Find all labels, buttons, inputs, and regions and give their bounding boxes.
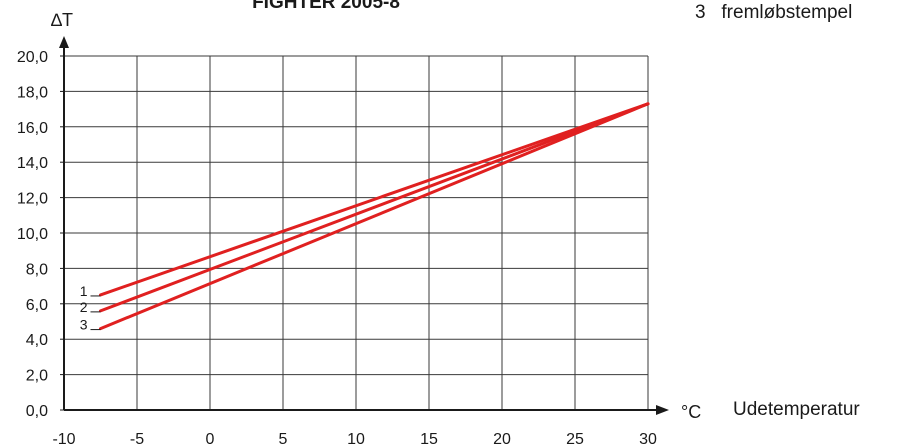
series-line-2 [99, 102, 650, 313]
y-tick-label: 20,0 [17, 49, 48, 66]
y-tick-label: 12,0 [17, 191, 48, 208]
x-axis-title: Udetemperatur [733, 399, 860, 420]
y-axis-arrow [59, 36, 69, 48]
y-tick-label: 4,0 [26, 332, 48, 349]
series-lines: 12 3 [80, 102, 650, 333]
grid [60, 55, 649, 411]
axes [59, 36, 669, 415]
y-tick-label: 14,0 [17, 155, 48, 172]
x-tick-label: 25 [566, 431, 584, 448]
series-line-1 [99, 102, 650, 297]
y-tick-label: 18,0 [17, 84, 48, 101]
y-tick-label: 16,0 [17, 120, 48, 137]
x-tick-label: -5 [130, 431, 144, 448]
y-tick-label: 10,0 [17, 226, 48, 243]
y-tick-label: 2,0 [26, 368, 48, 385]
y-axis-title: ∆T [51, 10, 73, 30]
series-label-2: 2 [80, 299, 88, 315]
legend-fragment: 3 fremløbstempel [695, 2, 852, 23]
x-tick-label: 10 [347, 431, 365, 448]
x-tick-label: -10 [52, 431, 75, 448]
x-axis-arrow [656, 405, 669, 415]
series-label-3: 3 [80, 317, 88, 333]
y-tick-label: 8,0 [26, 261, 48, 278]
x-tick-label: 0 [206, 431, 215, 448]
x-axis-unit: °C [681, 402, 701, 422]
y-tick-label: 0,0 [26, 403, 48, 420]
chart-title: FIGHTER 2005-8 [252, 0, 400, 13]
x-tick-label: 15 [420, 431, 438, 448]
y-tick-label: 6,0 [26, 297, 48, 314]
series-label-1: 1 [80, 283, 88, 299]
series-line-3 [99, 102, 650, 331]
x-tick-label: 20 [493, 431, 511, 448]
x-tick-label: 5 [279, 431, 288, 448]
tick-labels: -10 -5 0 5 10 15 20 25 30 0,0 2,0 4,0 6,0 8,0 10,0 12,0… [17, 49, 657, 448]
x-tick-label: 30 [639, 431, 657, 448]
